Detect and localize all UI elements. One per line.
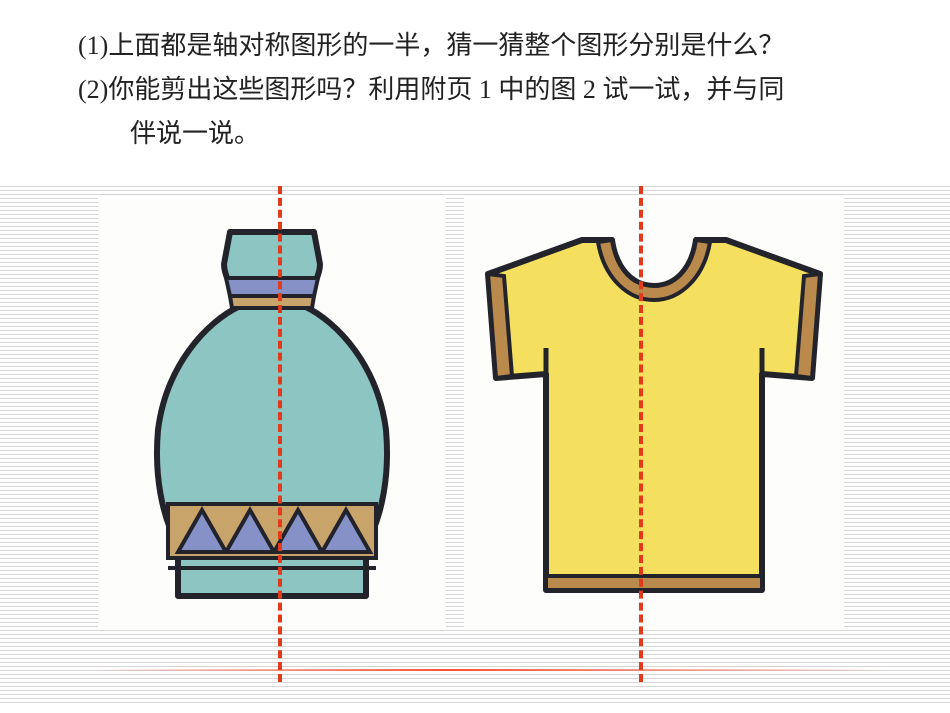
vase-panel xyxy=(98,198,446,630)
bottom-rule xyxy=(90,669,890,671)
q2-text-a: 你能剪出这些图形吗？利用附页 1 中的图 2 试一试，并与同 xyxy=(108,68,898,112)
question-2-line1: (2) 你能剪出这些图形吗？利用附页 1 中的图 2 试一试，并与同 xyxy=(78,68,898,112)
axis-line-shirt xyxy=(639,186,643,682)
page: (1) 上面都是轴对称图形的一半，猜一猜整个图形分别是什么？ (2) 你能剪出这… xyxy=(0,0,950,713)
shirt-svg xyxy=(464,198,844,630)
axis-line-vase xyxy=(278,186,282,682)
vase-svg xyxy=(98,198,446,630)
q1-text: 上面都是轴对称图形的一半，猜一猜整个图形分别是什么？ xyxy=(108,24,898,68)
q1-num: (1) xyxy=(78,24,108,68)
q2-text-b: 伴说一说。 xyxy=(130,119,260,148)
shirt-panel xyxy=(464,198,844,630)
question-1: (1) 上面都是轴对称图形的一半，猜一猜整个图形分别是什么？ xyxy=(78,24,898,68)
q2-num: (2) xyxy=(78,68,108,112)
question-2-line2: 伴说一说。 xyxy=(78,112,898,156)
question-block: (1) 上面都是轴对称图形的一半，猜一猜整个图形分别是什么？ (2) 你能剪出这… xyxy=(78,24,898,157)
